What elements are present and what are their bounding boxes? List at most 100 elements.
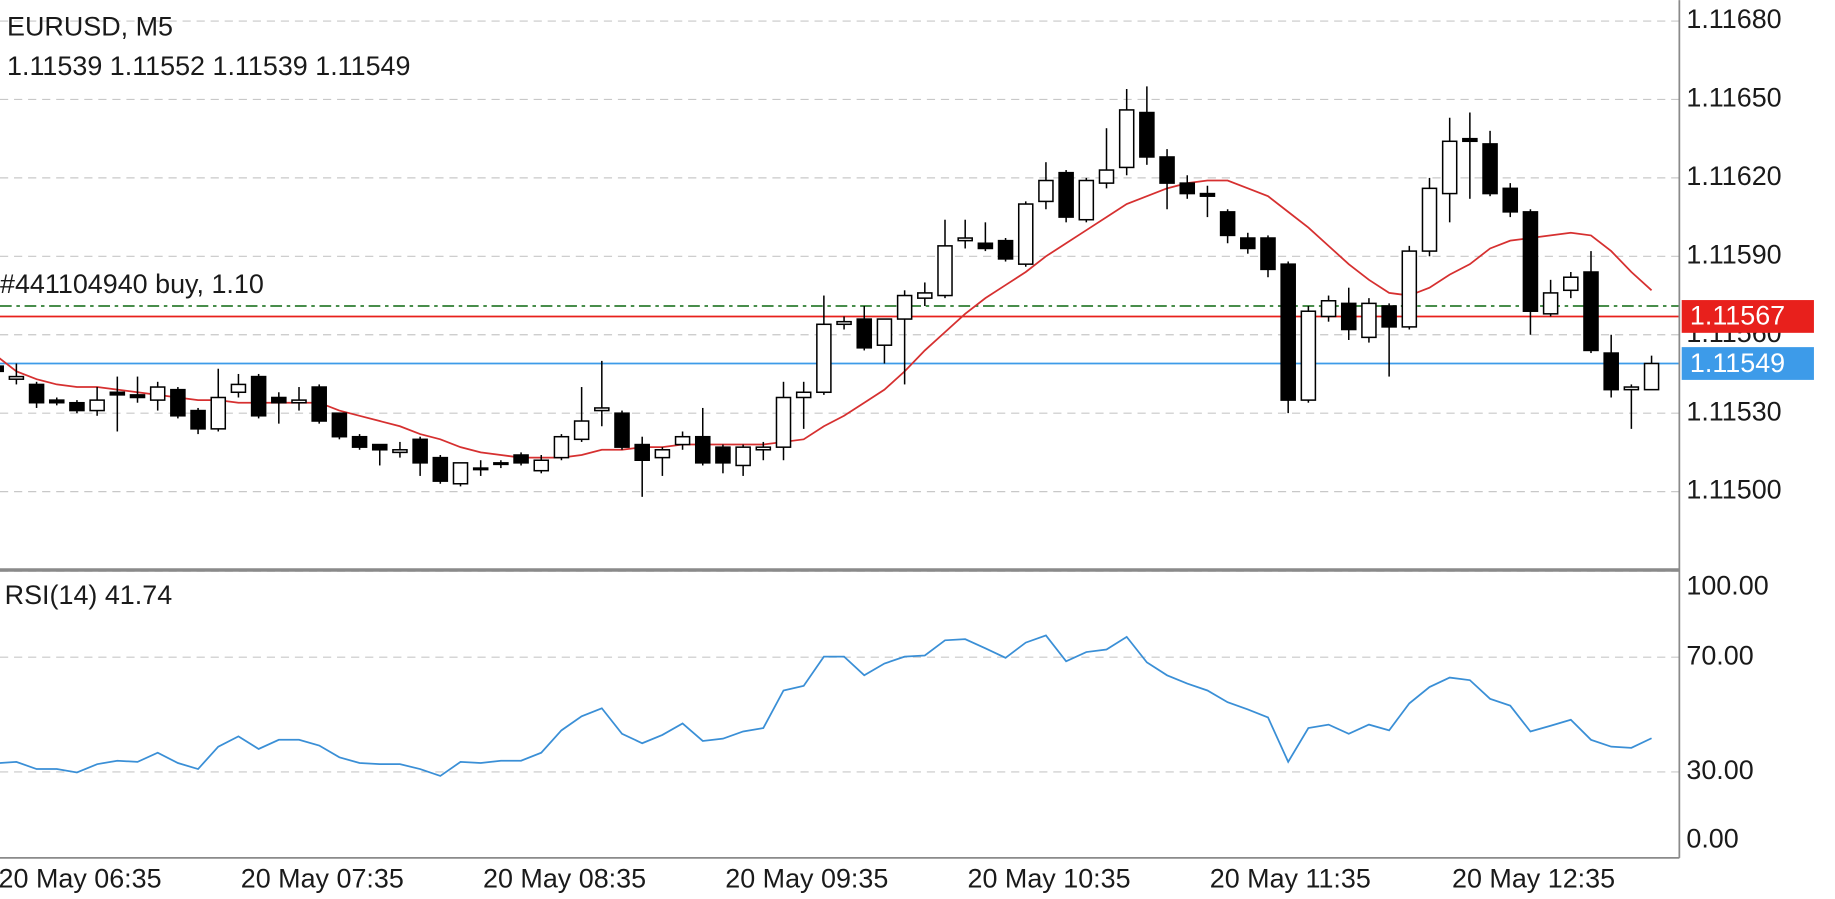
candle-body-up bbox=[1078, 179, 1095, 221]
candle-body-down bbox=[0, 365, 4, 373]
candle-body-down bbox=[715, 446, 731, 464]
candle-body-down bbox=[1462, 137, 1478, 143]
candle-body-up bbox=[1421, 187, 1438, 252]
candle-body-down bbox=[694, 435, 711, 464]
candle-body-up bbox=[1401, 250, 1418, 328]
candle-body-up bbox=[876, 318, 893, 346]
candle-body-up bbox=[1300, 310, 1317, 401]
y-tick-label: 1.11590 bbox=[1686, 239, 1781, 269]
candle-body-down bbox=[1179, 182, 1196, 195]
x-tick-label: 20 May 09:35 bbox=[725, 863, 888, 893]
candle-body-up bbox=[472, 467, 489, 471]
y-tick-label: 70.00 bbox=[1686, 640, 1753, 670]
candle-body-up bbox=[917, 292, 933, 299]
candle-body-down bbox=[129, 394, 146, 399]
candle-body-down bbox=[1139, 111, 1155, 158]
candle-body-up bbox=[230, 383, 247, 394]
y-tick-label: 1.11500 bbox=[1686, 475, 1781, 505]
candle-body-down bbox=[1502, 187, 1519, 213]
candle-body-up bbox=[816, 323, 832, 394]
candle-body-down bbox=[69, 401, 85, 412]
candle-body-down bbox=[513, 454, 529, 464]
quote: 1.11539 1.11552 1.11539 1.11549 bbox=[7, 51, 410, 81]
candle-body-down bbox=[190, 409, 206, 430]
candle-body-up bbox=[452, 462, 469, 485]
candle-body-up bbox=[1017, 203, 1034, 265]
text-layer: EURUSD, M5 1.11539 1.11552 1.11539 1.115… bbox=[0, 4, 1814, 893]
candle-body-down bbox=[1583, 271, 1599, 352]
candle-body-down bbox=[371, 443, 388, 451]
candle-body-up bbox=[795, 391, 812, 399]
candle-body-down bbox=[1219, 211, 1236, 237]
candle-body-down bbox=[331, 412, 348, 438]
x-tick-label: 20 May 12:35 bbox=[1452, 863, 1615, 893]
candle-body-down bbox=[48, 399, 65, 404]
candle-body-up bbox=[553, 435, 570, 459]
x-tick-label: 20 May 11:35 bbox=[1210, 863, 1371, 893]
candle-body-down bbox=[997, 239, 1014, 260]
candle-body-up bbox=[149, 386, 166, 401]
candle-body-down bbox=[311, 386, 327, 422]
candle-body-down bbox=[614, 412, 630, 448]
candle-body-up bbox=[392, 449, 408, 454]
chart-title: EURUSD, M5 bbox=[7, 11, 173, 41]
candle-body-down bbox=[977, 242, 994, 250]
marks-layer bbox=[0, 86, 1680, 777]
candle-body-up bbox=[493, 462, 509, 466]
price-tag bbox=[1681, 347, 1814, 380]
candle-body-up bbox=[1320, 300, 1337, 318]
candle-body-down bbox=[1159, 156, 1175, 184]
candle-body-down bbox=[28, 383, 45, 404]
candle-body-up bbox=[836, 320, 852, 326]
position-label: #441104940 buy, 1.10 bbox=[0, 269, 264, 299]
indicator-line bbox=[0, 634, 1652, 777]
candle-body-up bbox=[291, 399, 307, 404]
price-tag-label: 1.11549 bbox=[1690, 348, 1785, 378]
candle-body-down bbox=[1199, 192, 1216, 197]
candle-body-down bbox=[271, 396, 287, 404]
candle-body-up bbox=[594, 407, 610, 412]
x-tick-label: 20 May 10:35 bbox=[968, 863, 1131, 893]
candle-body-down bbox=[1482, 143, 1498, 195]
candle-body-up bbox=[1623, 386, 1640, 391]
y-tick-label: 100.00 bbox=[1686, 571, 1768, 601]
candle-body-up bbox=[573, 420, 590, 441]
candle-body-up bbox=[654, 449, 671, 459]
price-tag bbox=[1681, 300, 1814, 333]
candle-body-down bbox=[170, 388, 186, 417]
grid-layer bbox=[0, 20, 1680, 859]
candle-body-down bbox=[1280, 263, 1296, 401]
candle-body-up bbox=[89, 399, 105, 412]
y-tick-label: 1.11620 bbox=[1686, 161, 1781, 191]
x-tick-label: 20 May 06:35 bbox=[0, 863, 162, 893]
y-tick-label: 30.00 bbox=[1686, 755, 1753, 785]
x-tick-label: 20 May 07:35 bbox=[241, 863, 404, 893]
candle-body-down bbox=[1381, 305, 1397, 328]
candle-body-up bbox=[896, 294, 913, 320]
candle-body-up bbox=[533, 459, 550, 472]
candle-body-down bbox=[1058, 171, 1074, 218]
y-tick-label: 1.11650 bbox=[1686, 83, 1781, 113]
y-tick-label: 1.11530 bbox=[1686, 396, 1781, 426]
price-tag-label: 1.11567 bbox=[1690, 301, 1785, 331]
candle-body-down bbox=[1522, 211, 1539, 312]
candle-body-down bbox=[1240, 237, 1256, 250]
candle-body-up bbox=[674, 435, 691, 446]
candle-body-down bbox=[1340, 302, 1357, 331]
y-tick-label: 1.11680 bbox=[1686, 4, 1781, 34]
candle-body-down bbox=[250, 375, 267, 417]
candle-body-up bbox=[755, 446, 772, 451]
candle-body-down bbox=[1260, 237, 1276, 271]
candle-body-up bbox=[735, 446, 751, 467]
candle-body-up bbox=[1361, 302, 1377, 339]
candle-body-up bbox=[937, 245, 953, 297]
candle-body-up bbox=[775, 396, 792, 448]
candle-body-down bbox=[432, 456, 449, 482]
candle-body-down bbox=[412, 438, 428, 464]
candle-body-up bbox=[1542, 292, 1559, 315]
candle-body-up bbox=[8, 375, 25, 380]
indicator-title: RSI(14) 41.74 bbox=[5, 580, 173, 610]
candle-body-down bbox=[351, 435, 368, 448]
candle-body-up bbox=[1038, 179, 1054, 203]
